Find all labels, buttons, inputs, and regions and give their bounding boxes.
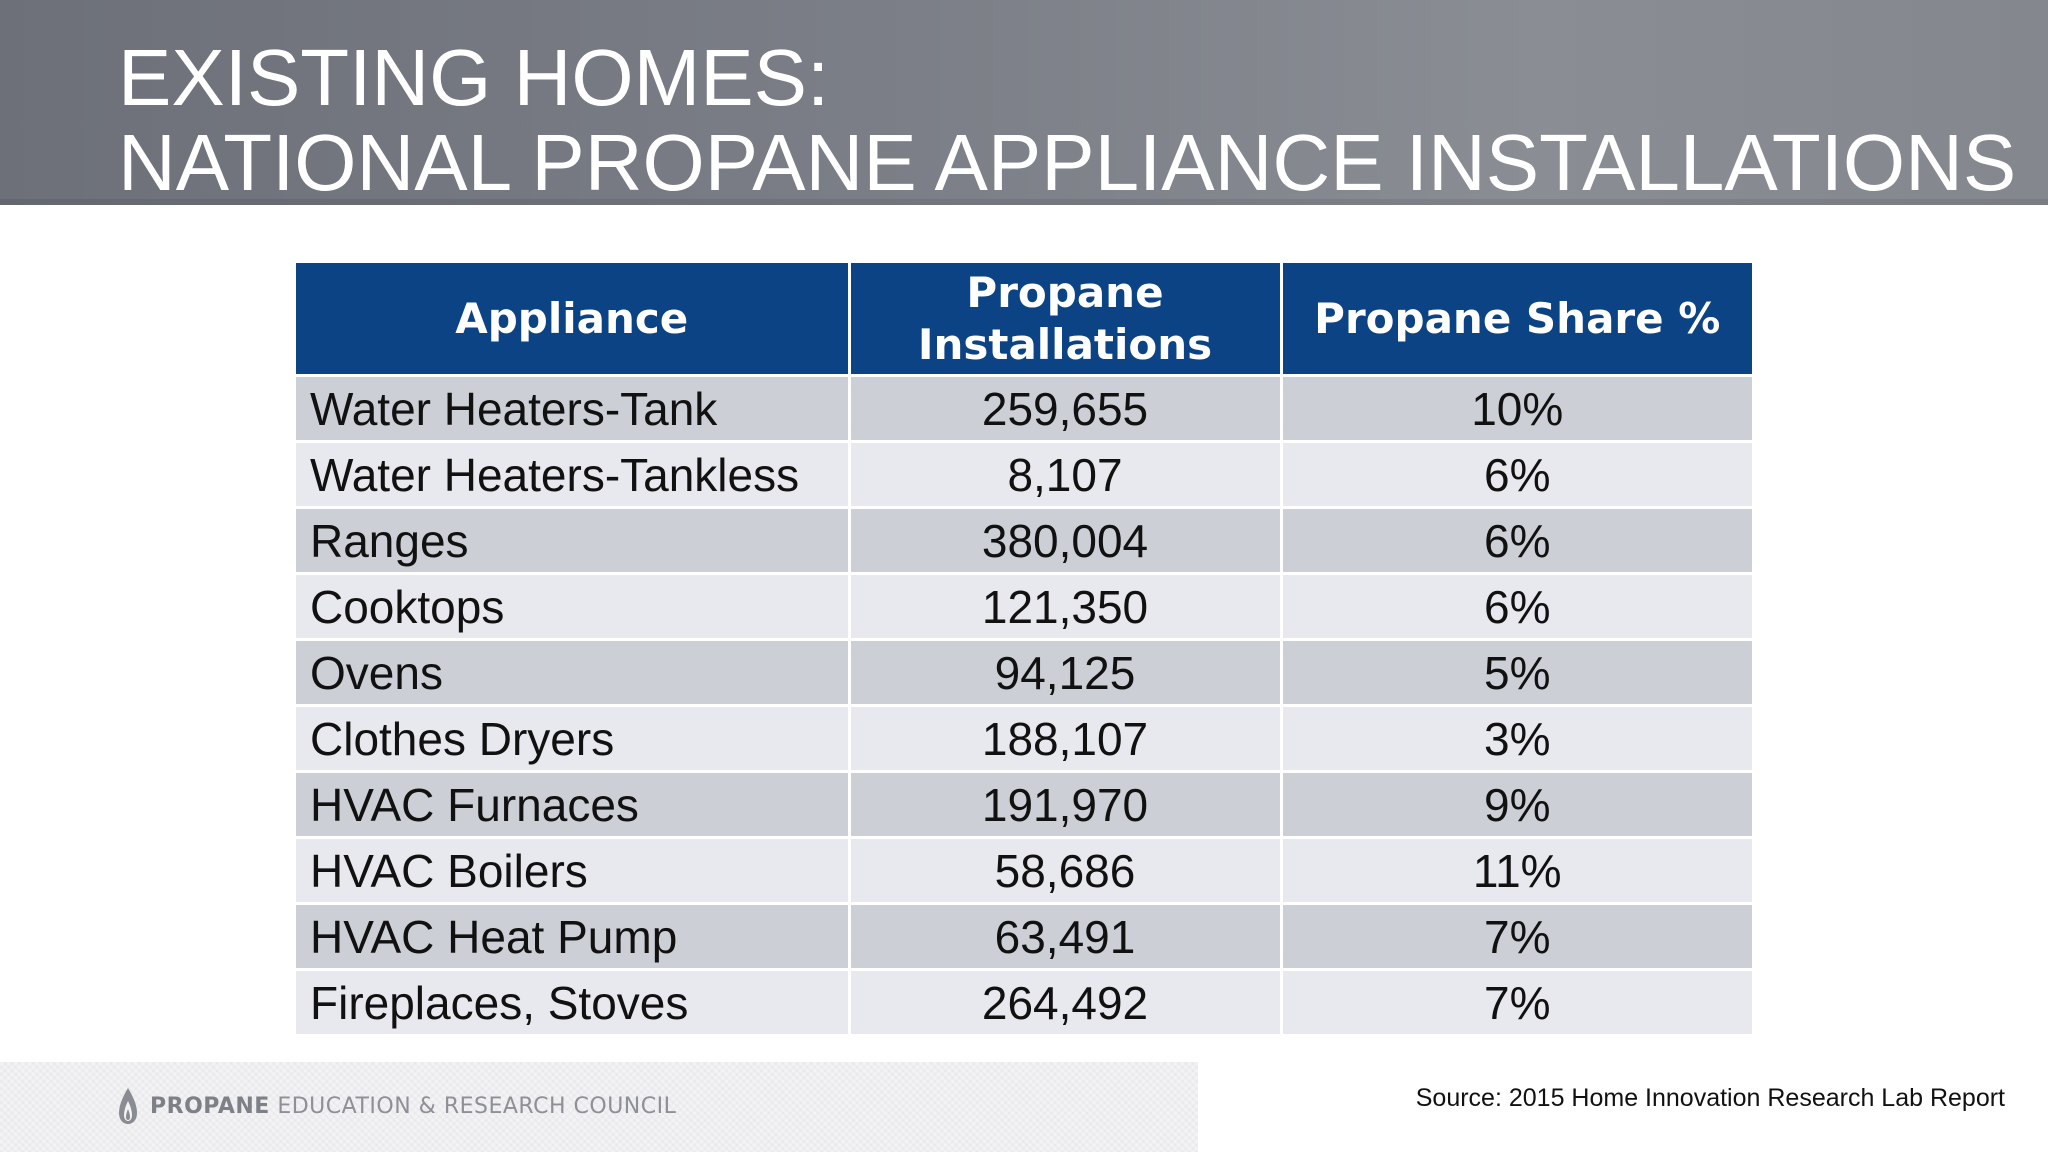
table-row: Ovens 94,125 5% (296, 639, 1752, 707)
share-cell: 11% (1281, 837, 1752, 905)
installations-cell: 380,004 (849, 507, 1283, 575)
appliance-cell: Clothes Dryers (296, 705, 851, 773)
appliance-cell: HVAC Furnaces (296, 771, 851, 839)
title-band: EXISTING HOMES: NATIONAL PROPANE APPLIAN… (0, 0, 2048, 205)
table-body: Water Heaters-Tank 259,655 10% Water Heater… (296, 375, 1752, 1037)
appliance-cell: Ranges (296, 507, 851, 575)
share-cell: 10% (1281, 375, 1752, 443)
table-row: Ranges 380,004 6% (296, 507, 1752, 575)
header-propane-installations: Propane Installations (849, 263, 1283, 377)
title-band-shadow (0, 199, 2048, 205)
installations-cell: 94,125 (849, 639, 1283, 707)
share-cell: 6% (1281, 573, 1752, 641)
slide-title-line-1: EXISTING HOMES: (118, 33, 830, 122)
share-cell: 6% (1281, 507, 1752, 575)
installations-cell: 58,686 (849, 837, 1283, 905)
installations-cell: 191,970 (849, 771, 1283, 839)
header-propane-share: Propane Share % (1281, 263, 1752, 377)
table-row: HVAC Boilers 58,686 11% (296, 837, 1752, 905)
organization-name: PROPANE EDUCATION & RESEARCH COUNCIL (150, 1094, 676, 1120)
table-row: Cooktops 121,350 6% (296, 573, 1752, 641)
appliance-cell: Water Heaters-Tank (296, 375, 851, 443)
table-row: HVAC Furnaces 191,970 9% (296, 771, 1752, 839)
table-row: Water Heaters-Tank 259,655 10% (296, 375, 1752, 443)
table-row: Water Heaters-Tankless 8,107 6% (296, 441, 1752, 509)
installations-cell: 63,491 (849, 903, 1283, 971)
installations-cell: 121,350 (849, 573, 1283, 641)
appliance-cell: Fireplaces, Stoves (296, 969, 851, 1037)
organization-name-strong: PROPANE (150, 1094, 270, 1119)
installations-cell: 264,492 (849, 969, 1283, 1037)
share-cell: 5% (1281, 639, 1752, 707)
table-row: HVAC Heat Pump 63,491 7% (296, 903, 1752, 971)
installations-cell: 8,107 (849, 441, 1283, 509)
flame-icon (119, 1088, 137, 1124)
appliance-cell: Ovens (296, 639, 851, 707)
share-cell: 9% (1281, 771, 1752, 839)
appliance-cell: HVAC Boilers (296, 837, 851, 905)
installations-cell: 259,655 (849, 375, 1283, 443)
header-appliance: Appliance (296, 263, 851, 377)
table-row: Fireplaces, Stoves 264,492 7% (296, 969, 1752, 1037)
share-cell: 7% (1281, 969, 1752, 1037)
installations-cell: 188,107 (849, 705, 1283, 773)
installations-table: Appliance Propane Installations Propane … (296, 263, 1752, 1037)
table-row: Clothes Dryers 188,107 3% (296, 705, 1752, 773)
footer-logo-strip: PROPANE EDUCATION & RESEARCH COUNCIL (0, 1062, 1198, 1152)
table-header-row: Appliance Propane Installations Propane … (296, 263, 1752, 377)
share-cell: 6% (1281, 441, 1752, 509)
header-installations-line-2: Installations (917, 319, 1213, 369)
appliance-cell: Water Heaters-Tankless (296, 441, 851, 509)
organization-name-rest: EDUCATION & RESEARCH COUNCIL (269, 1094, 677, 1119)
share-cell: 3% (1281, 705, 1752, 773)
source-citation: Source: 2015 Home Innovation Research La… (1415, 1084, 2005, 1112)
share-cell: 7% (1281, 903, 1752, 971)
appliance-cell: Cooktops (296, 573, 851, 641)
slide-title-line-2: NATIONAL PROPANE APPLIANCE INSTALLATIONS (118, 118, 2017, 207)
header-installations-line-1: Propane (966, 267, 1164, 317)
appliance-cell: HVAC Heat Pump (296, 903, 851, 971)
